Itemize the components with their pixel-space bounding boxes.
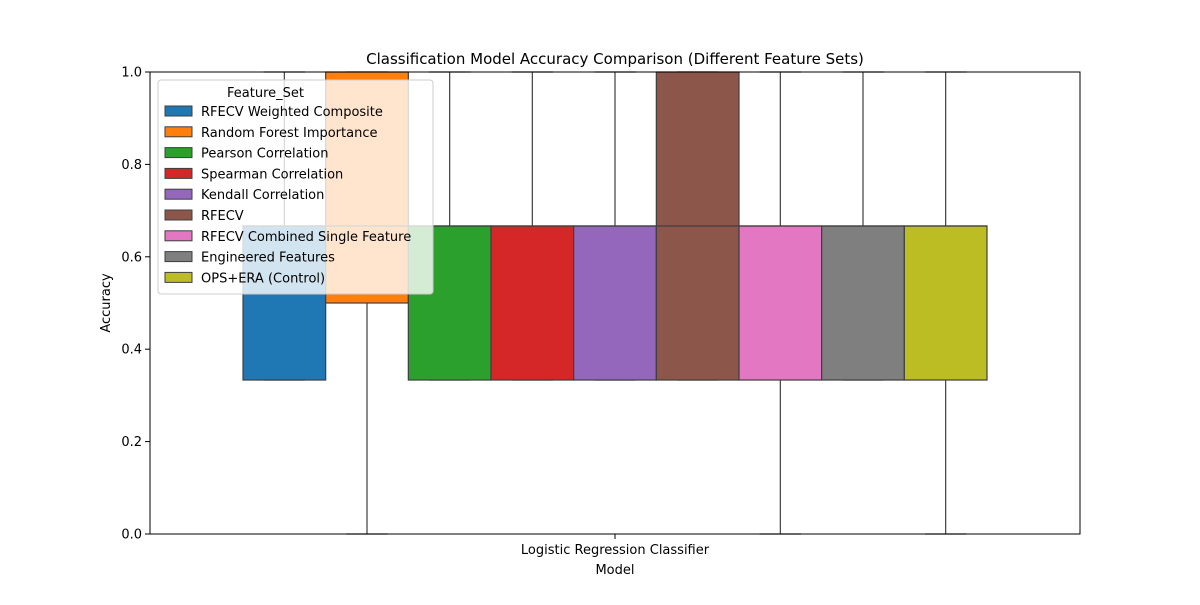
box-body xyxy=(903,225,988,381)
legend-swatch xyxy=(164,230,193,242)
y-axis: 0.0 0.2 0.4 0.6 0.8 1.0 xyxy=(121,66,150,543)
legend-box xyxy=(157,79,434,295)
x-axis: Logistic Regression Classifier xyxy=(521,534,710,558)
legend-swatch xyxy=(164,126,193,138)
legend-item-8: Engineered Features xyxy=(164,251,335,266)
legend-item-6: RFECV xyxy=(164,209,244,224)
legend-item-2: Random Forest Importance xyxy=(164,126,377,141)
legend-item-4: Spearman Correlation xyxy=(164,167,343,182)
legend-label: RFECV xyxy=(201,209,244,224)
box-4 xyxy=(490,71,575,381)
x-tick-label: Logistic Regression Classifier xyxy=(521,543,710,558)
y-tick-label: 0.0 xyxy=(121,528,142,543)
chart-title: Classification Model Accuracy Comparison… xyxy=(366,50,864,68)
legend-item-5: Kendall Correlation xyxy=(164,188,324,203)
legend-swatch xyxy=(164,167,193,179)
legend-label: RFECV Combined Single Feature xyxy=(201,230,411,245)
legend-item-9: OPS+ERA (Control) xyxy=(164,271,325,286)
legend-label: Engineered Features xyxy=(201,251,335,266)
x-axis-label: Model xyxy=(595,563,634,578)
box-body xyxy=(821,225,905,381)
legend-swatch xyxy=(164,147,193,159)
legend-label: Spearman Correlation xyxy=(201,167,343,182)
legend-item-7: RFECV Combined Single Feature xyxy=(164,230,411,245)
y-axis-label: Accuracy xyxy=(99,273,114,333)
legend: Feature_Set RFECV Weighted Composite Rando… xyxy=(157,79,434,295)
box-9 xyxy=(903,71,988,535)
box-body xyxy=(573,225,657,381)
y-tick-label: 0.6 xyxy=(121,250,142,265)
legend-item-3: Pearson Correlation xyxy=(164,147,328,162)
legend-label: Kendall Correlation xyxy=(201,188,324,203)
box-body xyxy=(738,225,823,381)
legend-label: OPS+ERA (Control) xyxy=(201,271,325,286)
legend-swatch xyxy=(164,105,193,117)
legend-swatch xyxy=(164,209,193,221)
box-body xyxy=(490,225,575,381)
y-tick-label: 1.0 xyxy=(121,66,142,81)
box-5 xyxy=(573,71,657,381)
legend-swatch xyxy=(164,271,193,283)
legend-title: Feature_Set xyxy=(227,86,304,101)
box-7 xyxy=(738,71,823,535)
legend-label: Pearson Correlation xyxy=(201,147,328,162)
box-6 xyxy=(655,71,740,381)
y-tick-label: 0.8 xyxy=(121,158,142,173)
y-tick-label: 0.2 xyxy=(121,435,142,450)
y-tick-label: 0.4 xyxy=(121,343,142,358)
box-8 xyxy=(821,71,905,381)
legend-label: Random Forest Importance xyxy=(201,126,377,141)
legend-swatch xyxy=(164,251,193,263)
legend-swatch xyxy=(164,188,193,200)
box-3 xyxy=(407,71,492,381)
legend-label: RFECV Weighted Composite xyxy=(201,105,383,120)
legend-item-1: RFECV Weighted Composite xyxy=(164,105,383,120)
